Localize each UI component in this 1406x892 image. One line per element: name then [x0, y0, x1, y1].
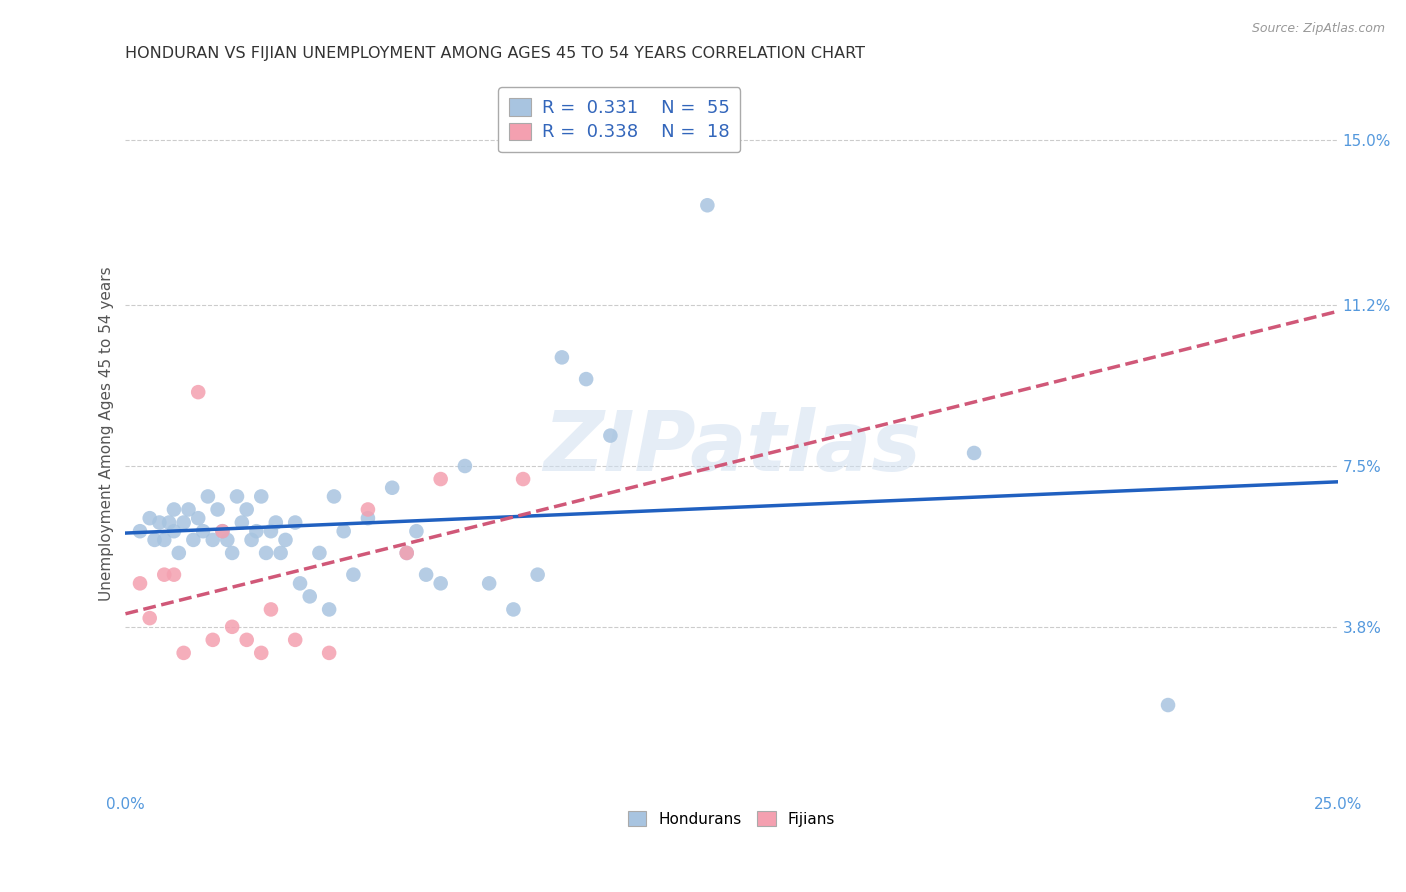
Point: [177, 502, 200, 516]
Point: [148, 516, 170, 530]
Point: [429, 576, 451, 591]
Point: [1157, 698, 1180, 712]
Text: ZIPatlas: ZIPatlas: [543, 408, 921, 488]
Point: [167, 546, 190, 560]
Point: [454, 458, 477, 473]
Point: [157, 516, 180, 530]
Point: [395, 546, 418, 560]
Point: [163, 567, 186, 582]
Point: [270, 546, 292, 560]
Point: [245, 524, 267, 539]
Point: [575, 372, 598, 386]
Point: [478, 576, 501, 591]
Point: [284, 516, 307, 530]
Point: [197, 490, 219, 504]
Point: [129, 524, 152, 539]
Point: [288, 576, 311, 591]
Point: [211, 524, 233, 539]
Point: [211, 524, 233, 539]
Point: [163, 524, 186, 539]
Point: [551, 351, 574, 365]
Point: [318, 602, 340, 616]
Point: [201, 533, 224, 547]
Point: [163, 502, 186, 516]
Point: [250, 490, 273, 504]
Point: [308, 546, 330, 560]
Point: [129, 576, 152, 591]
Point: [191, 524, 214, 539]
Point: [357, 502, 380, 516]
Point: [298, 590, 321, 604]
Point: [502, 602, 524, 616]
Point: [221, 620, 243, 634]
Point: [260, 602, 283, 616]
Point: [183, 533, 205, 547]
Point: [526, 567, 548, 582]
Point: [357, 511, 380, 525]
Point: [429, 472, 451, 486]
Point: [332, 524, 354, 539]
Point: [274, 533, 297, 547]
Point: [264, 516, 287, 530]
Point: [415, 567, 437, 582]
Point: [963, 446, 986, 460]
Text: Source: ZipAtlas.com: Source: ZipAtlas.com: [1251, 22, 1385, 36]
Point: [250, 646, 273, 660]
Point: [217, 533, 239, 547]
Point: [143, 533, 166, 547]
Point: [381, 481, 404, 495]
Point: [221, 546, 243, 560]
Point: [235, 502, 257, 516]
Point: [153, 567, 176, 582]
Point: [138, 611, 160, 625]
Point: [405, 524, 427, 539]
Point: [235, 632, 257, 647]
Point: [173, 516, 195, 530]
Point: [254, 546, 277, 560]
Point: [240, 533, 263, 547]
Y-axis label: Unemployment Among Ages 45 to 54 years: Unemployment Among Ages 45 to 54 years: [100, 266, 114, 600]
Point: [231, 516, 253, 530]
Point: [512, 472, 534, 486]
Point: [207, 502, 229, 516]
Point: [318, 646, 340, 660]
Point: [138, 511, 160, 525]
Legend: Hondurans, Fijians: Hondurans, Fijians: [620, 804, 842, 835]
Point: [153, 533, 176, 547]
Point: [323, 490, 346, 504]
Point: [187, 511, 209, 525]
Point: [284, 632, 307, 647]
Point: [696, 198, 718, 212]
Point: [201, 632, 224, 647]
Point: [187, 385, 209, 400]
Point: [599, 428, 621, 442]
Point: [395, 546, 418, 560]
Point: [173, 646, 195, 660]
Point: [342, 567, 364, 582]
Point: [226, 490, 249, 504]
Text: HONDURAN VS FIJIAN UNEMPLOYMENT AMONG AGES 45 TO 54 YEARS CORRELATION CHART: HONDURAN VS FIJIAN UNEMPLOYMENT AMONG AG…: [125, 46, 866, 62]
Point: [260, 524, 283, 539]
